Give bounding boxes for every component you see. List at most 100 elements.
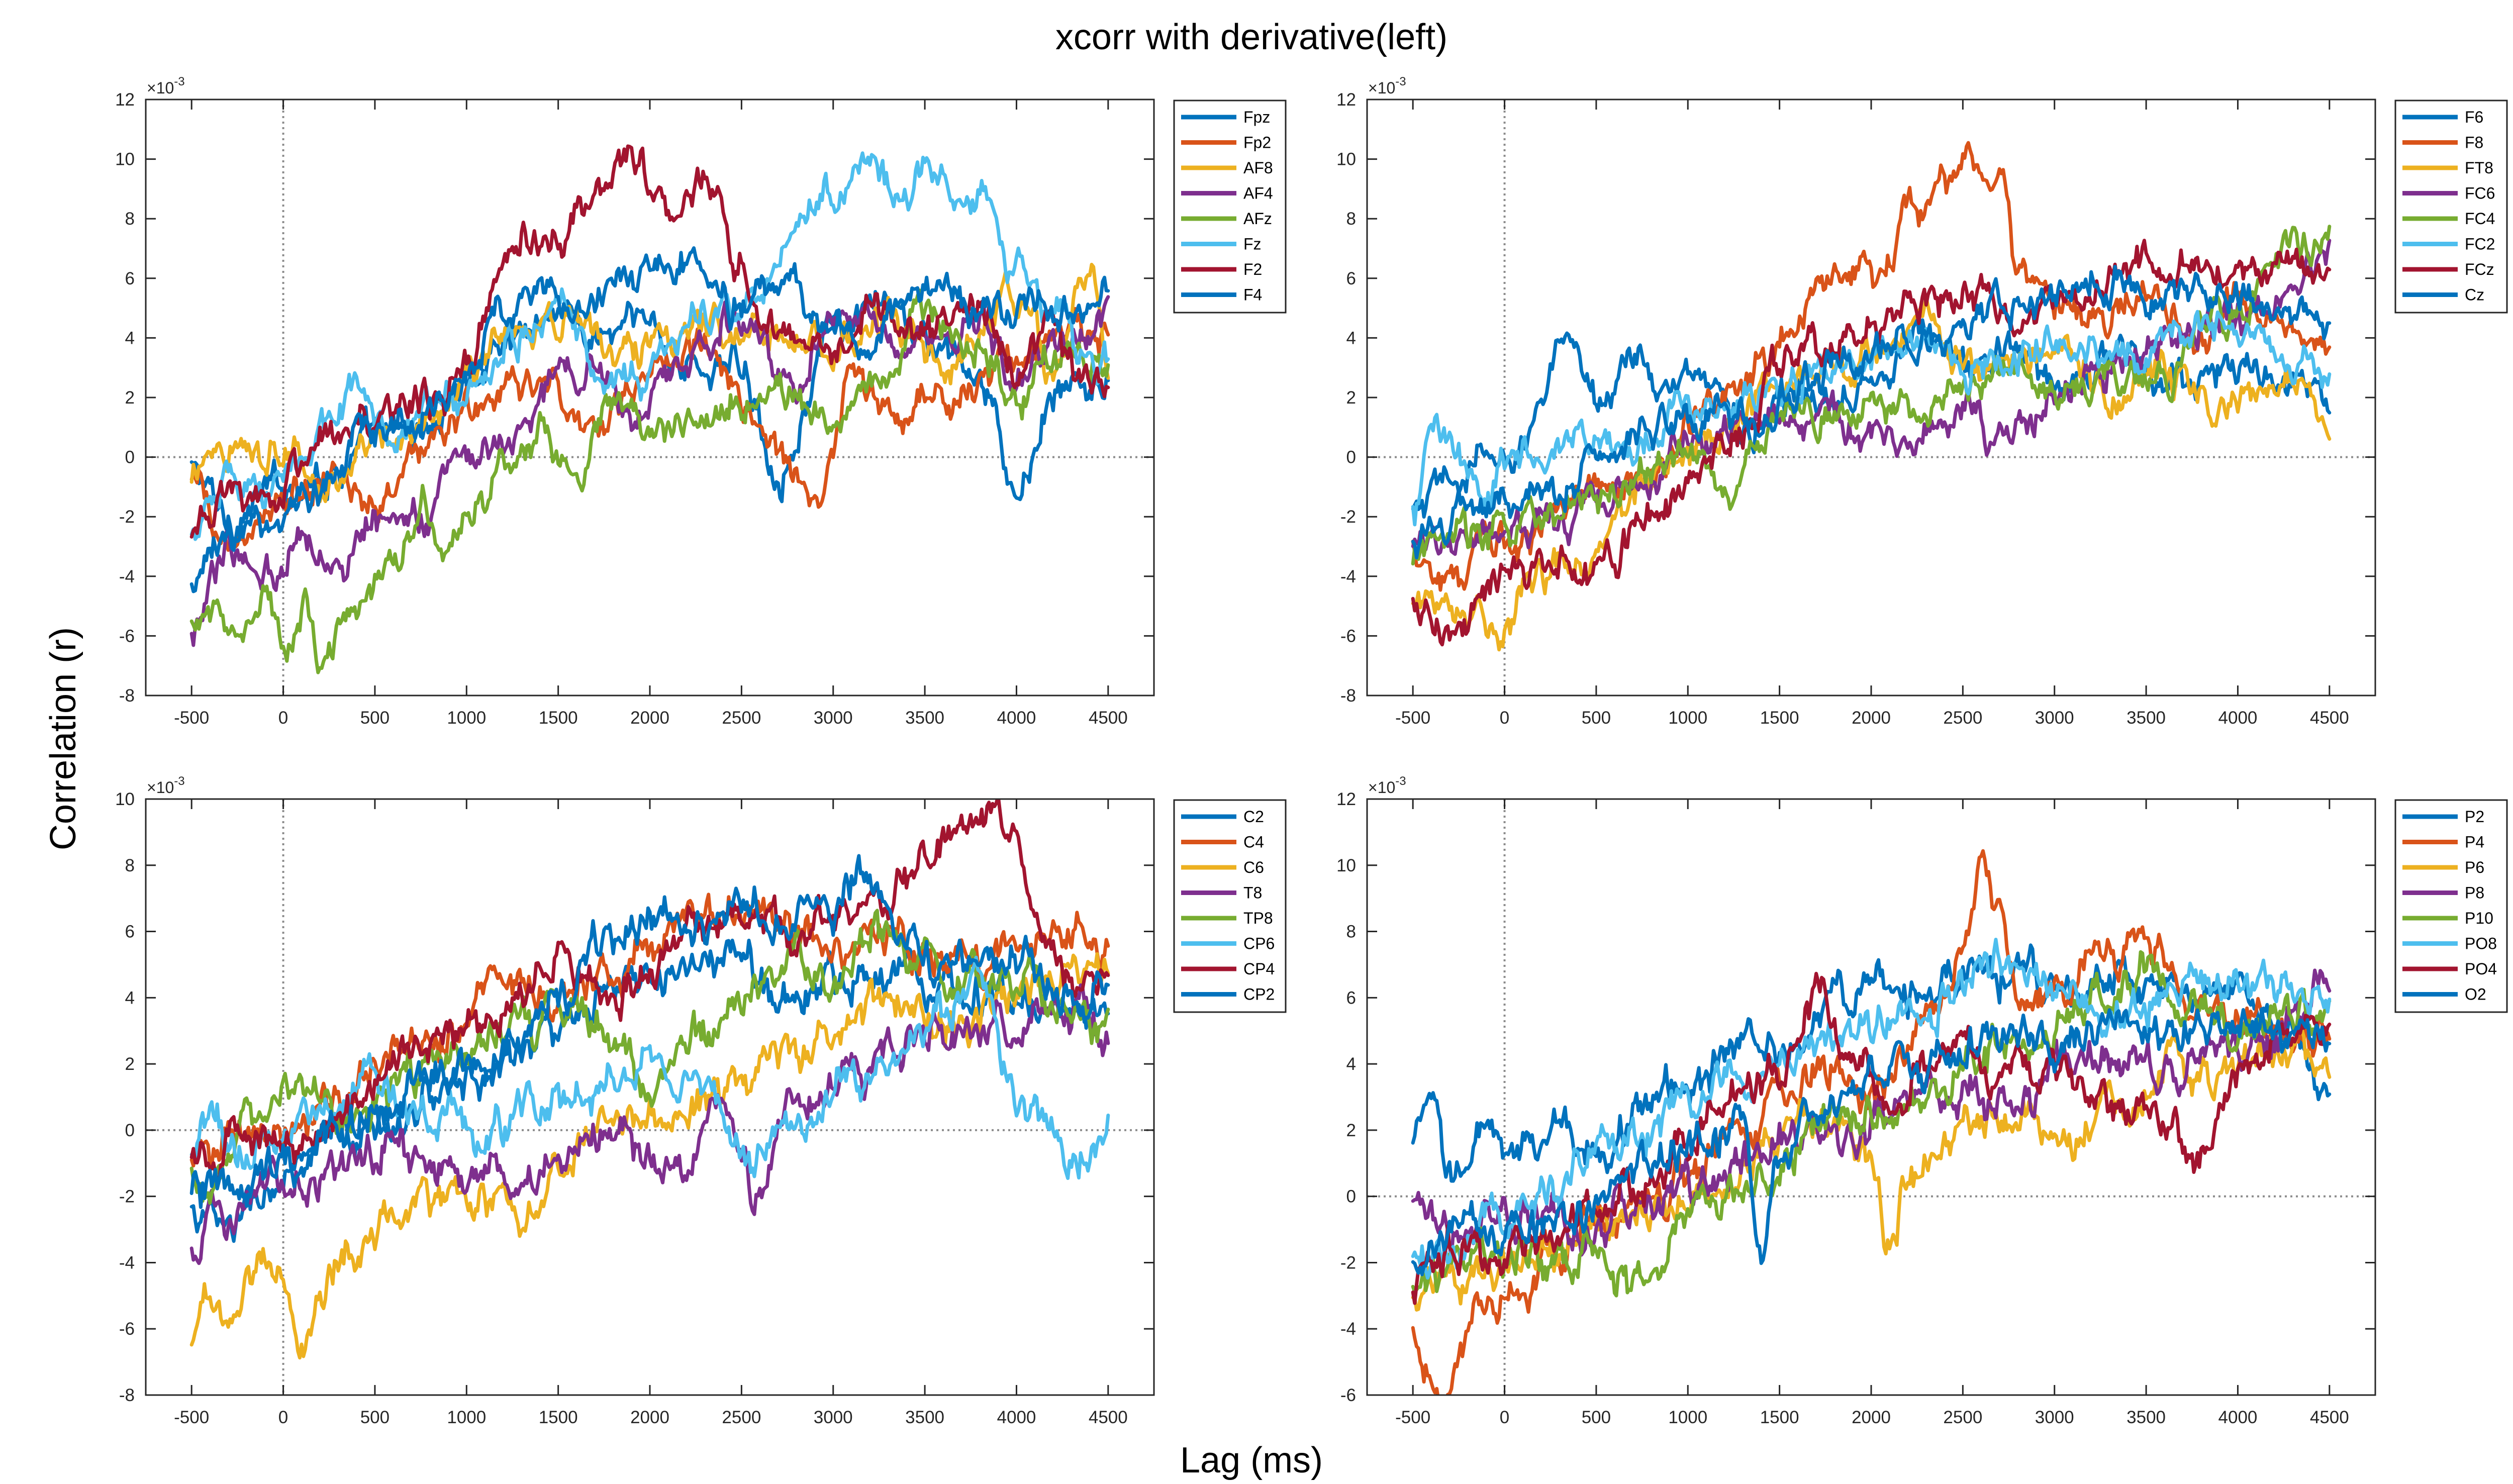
y-tick-label: 10: [1336, 856, 1356, 875]
x-tick-label: 3000: [814, 1408, 853, 1427]
legend-label: O2: [2465, 985, 2486, 1004]
x-tick-label: 500: [360, 1408, 390, 1427]
series-line-cp4: [189, 799, 1110, 1184]
legend-label: F6: [2465, 108, 2483, 126]
legend-label: AF8: [1243, 159, 1273, 177]
legend-label: Fpz: [1243, 108, 1270, 126]
legend-label: Fp2: [1243, 134, 1271, 152]
x-tick-label: 2500: [722, 708, 761, 728]
x-tick-label: 500: [1582, 708, 1611, 728]
y-tick-label: 4: [125, 328, 135, 348]
x-tick-label: -500: [1395, 708, 1430, 728]
x-tick-label: 3500: [2127, 1408, 2166, 1427]
x-tick-label: 2000: [630, 708, 669, 728]
chart-panel-parietal-right: -500 0 500 1000 1500 2000 2500 3000 3500 4000 4500…: [1336, 774, 2508, 1427]
x-tick-label: 0: [1500, 1408, 1509, 1427]
x-tick-label: 1000: [1668, 708, 1707, 728]
legend-label: C4: [1243, 833, 1264, 851]
legend-label: FC2: [2465, 235, 2495, 253]
y-tick-label: -2: [119, 507, 135, 527]
y-tick-label: 4: [125, 988, 135, 1008]
figure-title: xcorr with derivative(left): [1055, 17, 1447, 57]
y-tick-label: -6: [119, 626, 135, 646]
x-tick-label: 2000: [630, 1408, 669, 1427]
y-tick-label: 2: [125, 1054, 135, 1074]
series-line-p10: [1411, 950, 2332, 1298]
x-tick-label: 4500: [2310, 708, 2349, 728]
x-tick-label: 0: [278, 1408, 288, 1427]
series-line-cp2: [189, 854, 1110, 1209]
axis-exponent-label: ×10-3: [147, 75, 185, 97]
y-tick-label: -6: [1340, 1386, 1356, 1405]
y-tick-label: 8: [1346, 922, 1356, 942]
x-tick-label: 4000: [2218, 708, 2258, 728]
legend-label: Cz: [2465, 286, 2484, 304]
series-line-po8: [1411, 938, 2332, 1280]
x-tick-label: 4500: [2310, 1408, 2349, 1427]
x-tick-label: 1500: [539, 1408, 578, 1427]
y-tick-label: 8: [125, 209, 135, 229]
x-tick-label: 2000: [1852, 1408, 1891, 1427]
y-tick-label: 6: [125, 922, 135, 942]
legend-label: FC4: [2465, 210, 2495, 228]
y-tick-label: 12: [115, 90, 135, 110]
chart-panel-central-left: -500 0 500 1000 1500 2000 2500 3000 3500 4000 4500…: [115, 774, 1287, 1427]
y-tick-label: 8: [1346, 209, 1356, 229]
legend-label: T8: [1243, 884, 1262, 902]
x-tick-label: 1000: [447, 1408, 486, 1427]
y-tick-label: 2: [1346, 1121, 1356, 1140]
series-line-f8: [1411, 141, 2332, 592]
x-tick-label: 3500: [905, 708, 944, 728]
y-tick-label: -2: [1340, 1253, 1356, 1272]
x-axis-label: Lag (ms): [1180, 1440, 1323, 1480]
chart-panel-frontal-right: -500 0 500 1000 1500 2000 2500 3000 3500 4000 4500…: [1336, 75, 2508, 728]
series-line-af8: [189, 262, 1110, 504]
legend-label: CP2: [1243, 985, 1275, 1004]
legend-label: C2: [1243, 808, 1264, 826]
x-tick-label: 3000: [814, 708, 853, 728]
x-tick-label: -500: [174, 1408, 209, 1427]
y-tick-label: -8: [119, 686, 135, 706]
legend-label: FT8: [2465, 159, 2493, 177]
legend-label: PO4: [2465, 960, 2497, 978]
series-line-p4: [1411, 849, 2332, 1395]
y-tick-label: 10: [115, 789, 135, 809]
x-tick-label: 4000: [997, 708, 1036, 728]
x-tick-label: 500: [1582, 1408, 1611, 1427]
y-tick-label: 6: [1346, 269, 1356, 288]
plot-area: [1367, 799, 2375, 1395]
y-tick-label: -8: [1340, 686, 1356, 706]
x-tick-label: 0: [1500, 708, 1509, 728]
series-line-cp6: [189, 955, 1110, 1180]
x-tick-label: 4500: [1089, 1408, 1128, 1427]
legend-label: P6: [2465, 858, 2484, 876]
y-tick-label: 2: [1346, 388, 1356, 408]
y-tick-label: 10: [115, 150, 135, 169]
x-tick-label: 500: [360, 708, 390, 728]
legend-label: FCz: [2465, 260, 2494, 278]
legend-label: Fz: [1243, 235, 1262, 253]
y-tick-label: -4: [1340, 567, 1356, 586]
legend-label: FC6: [2465, 184, 2495, 203]
x-tick-label: 2000: [1852, 708, 1891, 728]
y-tick-label: 0: [1346, 1187, 1356, 1207]
y-tick-label: -4: [1340, 1319, 1356, 1339]
legend-label: PO8: [2465, 935, 2497, 953]
y-axis-label: Correlation (r): [43, 627, 83, 850]
legend-label: F4: [1243, 286, 1262, 304]
x-tick-label: 1500: [539, 708, 578, 728]
series-line-fc6: [1411, 239, 2332, 556]
x-tick-label: 4000: [997, 1408, 1036, 1427]
legend-box: [1173, 799, 1287, 1013]
legend-label: F2: [1243, 260, 1262, 278]
y-tick-label: -2: [1340, 507, 1356, 527]
y-tick-label: -6: [119, 1319, 135, 1339]
y-tick-label: -2: [119, 1187, 135, 1207]
y-tick-label: 4: [1346, 1054, 1356, 1074]
y-tick-label: 0: [1346, 448, 1356, 467]
series-line-fc2: [1411, 310, 2332, 527]
y-tick-label: -6: [1340, 626, 1356, 646]
legend-label: P10: [2465, 909, 2493, 927]
x-tick-label: 3000: [2035, 708, 2074, 728]
